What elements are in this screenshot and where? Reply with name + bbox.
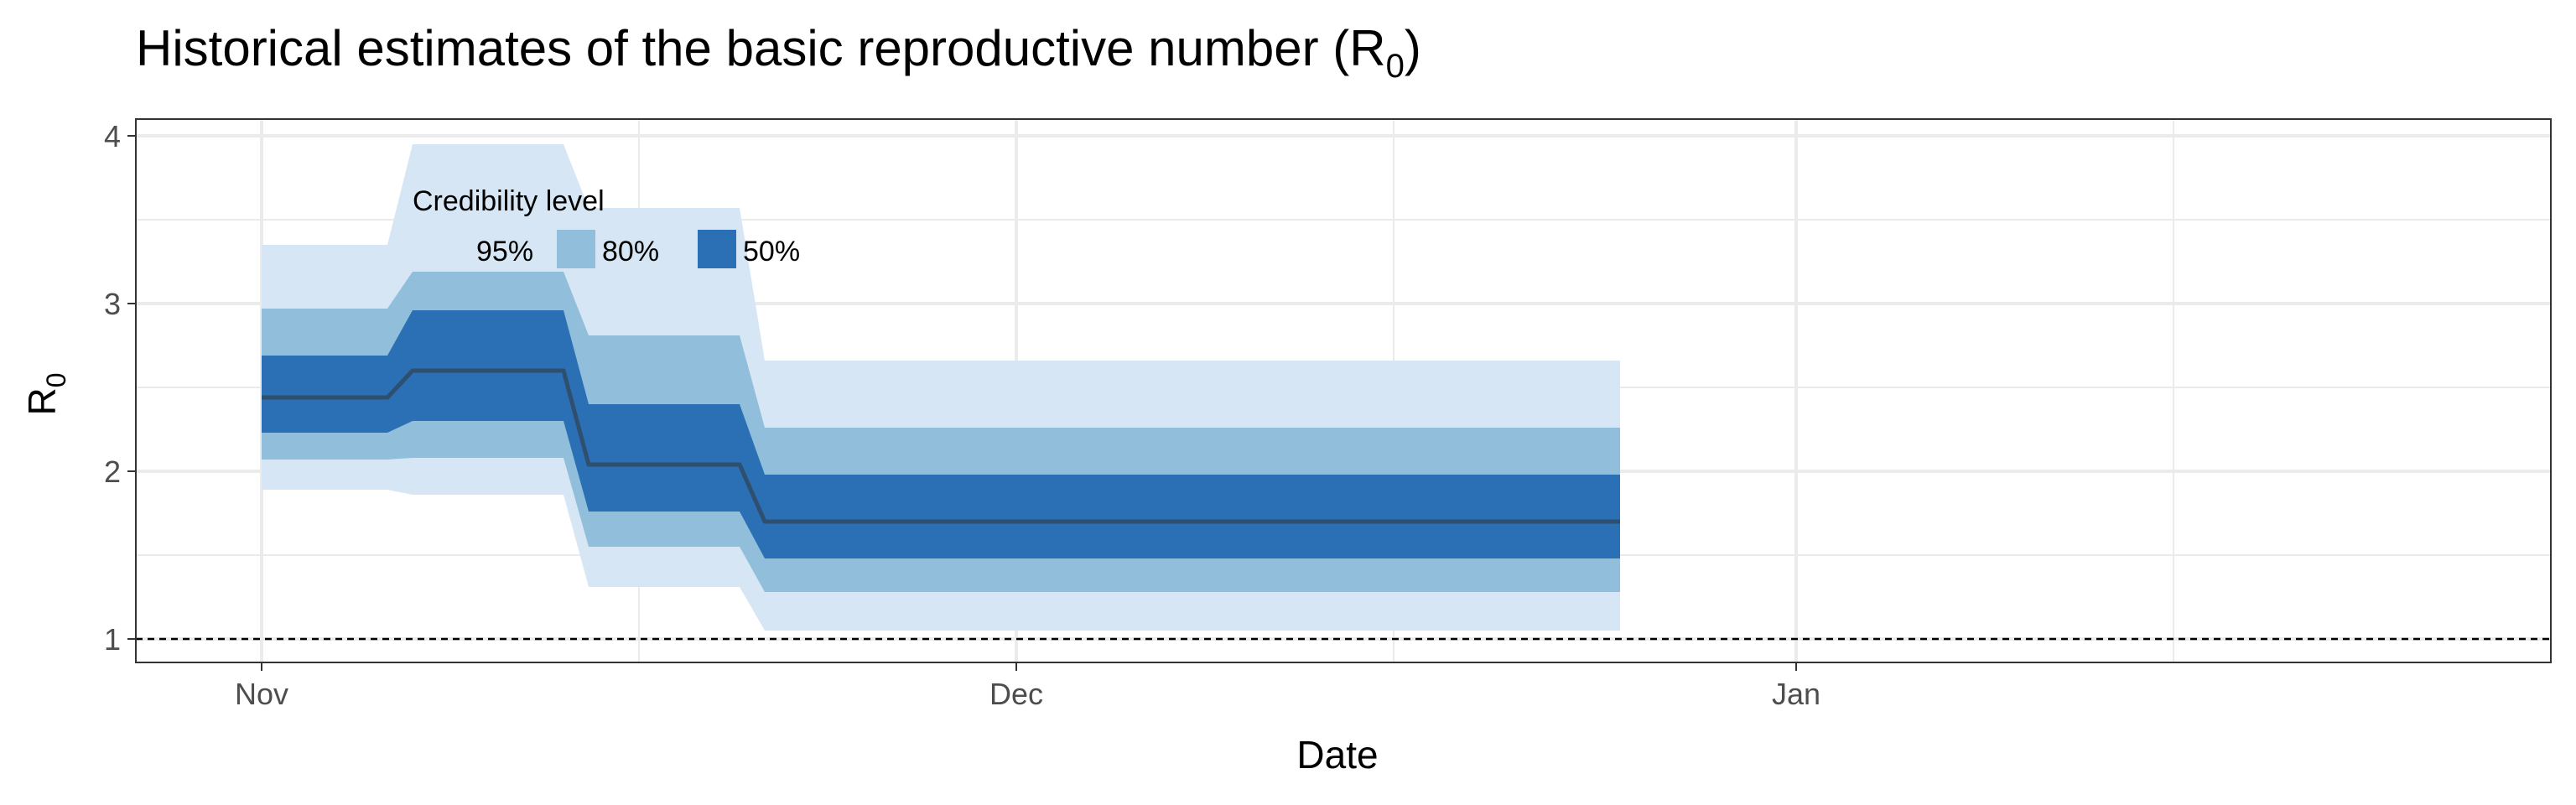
y-axis-title: R0 <box>20 372 71 415</box>
y-tick-label: 1 <box>104 622 121 657</box>
legend-label-1: 95% <box>476 236 533 267</box>
y-tick-label: 4 <box>104 119 121 153</box>
legend-label-3: 50% <box>743 236 800 267</box>
y-axis-ticks: 1 2 3 4 <box>104 119 136 657</box>
legend-label-2: 80% <box>602 236 659 267</box>
legend: Credibility level 95% 80% 50% <box>413 185 800 268</box>
chart-title-suffix: ) <box>1405 20 1421 76</box>
credibility-bands <box>262 144 1620 631</box>
panel-border <box>135 118 2552 663</box>
y-tick-label: 2 <box>104 454 121 489</box>
legend-title: Credibility level <box>413 185 605 217</box>
y-tick-label: 3 <box>104 287 121 321</box>
band-50 <box>262 310 1620 558</box>
legend-key-2 <box>557 230 595 268</box>
x-tick-label: Nov <box>235 677 288 711</box>
x-axis-ticks: Nov Dec Jan <box>235 662 1820 711</box>
legend-key-1 <box>453 230 491 268</box>
median-line-group <box>262 368 1620 524</box>
y-axis-title-main: R <box>20 387 64 415</box>
legend-items: 95% 80% 50% <box>453 230 800 268</box>
chart-title-main: Historical estimates of the basic reprod… <box>136 20 1386 76</box>
median-line <box>262 368 1620 524</box>
chart-title-subscript: 0 <box>1386 48 1405 85</box>
chart-title: Historical estimates of the basic reprod… <box>136 20 1421 85</box>
x-tick-label: Dec <box>989 677 1043 711</box>
legend-key-3 <box>698 230 736 268</box>
x-axis-title: Date <box>1296 733 1378 776</box>
y-axis-title-subscript: 0 <box>41 372 71 387</box>
x-tick-label: Jan <box>1772 677 1820 711</box>
